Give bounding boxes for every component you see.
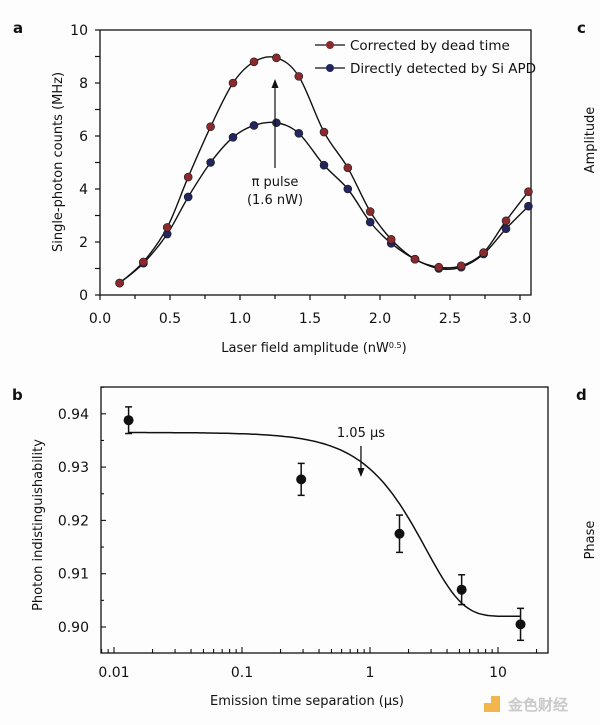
point-corrected — [410, 254, 420, 264]
panel-a-ylabel: Single-photon counts (MHz) — [51, 72, 66, 252]
point-direct — [343, 184, 353, 194]
panel-a-xlabel-end: ) — [402, 341, 407, 356]
point-direct — [272, 118, 281, 128]
panel-b-ylabel: Photon indistinguishability — [31, 439, 46, 611]
point-corrected — [524, 187, 533, 196]
panel-b-y-tick-label: 0.93 — [58, 460, 89, 476]
pi-pulse-label: π pulse — [252, 175, 299, 190]
series-line-corrected — [119, 56, 529, 284]
panel-a-y-tick-label: 2 — [79, 235, 88, 251]
watermark-text: 金色财经 — [507, 696, 568, 714]
panel-b-y-tick-label: 0.94 — [58, 407, 89, 423]
point-corrected — [365, 207, 375, 216]
panel-b-points — [123, 406, 526, 642]
point-corrected — [272, 53, 281, 63]
panel-a-y-axis: 0 2 4 6 8 10 — [70, 23, 100, 304]
panel-b-x-tick-label: 0.01 — [98, 665, 129, 681]
pi-pulse-arrowhead — [271, 79, 279, 88]
panel-a-x-tick-label: 1.5 — [299, 311, 321, 327]
data-point — [456, 584, 467, 595]
point-direct — [294, 129, 304, 138]
point-corrected — [206, 122, 215, 132]
panel-a-y-tick-label: 6 — [79, 129, 88, 145]
panel-a-xlabel-sup: 0.5 — [389, 341, 402, 350]
panel-a-chart: 0.0 0.5 1.0 1.5 2.0 2.5 3.0 0 2 4 6 8 10 π pulse (1… — [51, 23, 536, 356]
panel-d-ylabel: Phase — [583, 521, 598, 560]
point-direct — [501, 224, 511, 234]
point-corrected — [479, 248, 488, 257]
panel-a-y-tick-label: 8 — [79, 76, 88, 92]
point-direct — [206, 158, 215, 167]
watermark-logo-cutout — [484, 696, 491, 703]
panel-a-y-tick-label: 4 — [79, 182, 88, 198]
panel-a-xlabel: Laser field amplitude (nW0.5) — [221, 341, 406, 357]
panel-a-x-axis: 0.0 0.5 1.0 1.5 2.0 2.5 3.0 — [89, 295, 531, 327]
panel-letter-a: a — [13, 19, 23, 37]
panel-b-y-axis: 0.90 0.91 0.92 0.93 0.94 — [58, 386, 106, 636]
panel-letter-d: d — [576, 386, 587, 404]
point-corrected — [162, 223, 172, 232]
panel-a-points — [115, 53, 533, 288]
panel-letter-c: c — [577, 19, 586, 37]
panel-a-x-tick-label: 2.0 — [369, 311, 391, 327]
panel-b-y-tick-label: 0.91 — [58, 567, 89, 583]
legend-label-direct: Directly detected by Si APD — [350, 61, 536, 77]
tau-label: 1.05 µs — [337, 426, 385, 441]
panel-b-xlabel: Emission time separation (µs) — [210, 694, 404, 709]
panel-a-x-tick-label: 2.5 — [439, 311, 461, 327]
data-point — [394, 528, 405, 539]
point-corrected — [501, 216, 511, 226]
panel-a-y-tick-label: 0 — [79, 288, 88, 304]
panel-a-x-tick-label: 0.0 — [89, 311, 111, 327]
point-corrected — [456, 261, 466, 271]
panel-b-plot-frame — [100, 386, 549, 654]
point-direct — [183, 192, 193, 202]
tau-arrowhead — [357, 468, 365, 477]
panel-a-x-tick-label: 3.0 — [509, 311, 531, 327]
point-direct — [249, 121, 259, 130]
point-corrected — [139, 257, 148, 267]
point-corrected — [183, 172, 193, 182]
panel-b-x-tick-label: 1 — [366, 665, 375, 681]
data-point — [515, 619, 526, 630]
panel-a-y-tick-label: 10 — [70, 23, 88, 39]
point-corrected — [294, 72, 304, 81]
panel-c-ylabel: Amplitude — [583, 107, 598, 174]
point-corrected — [228, 78, 238, 88]
panel-b-y-tick-label: 0.92 — [58, 513, 89, 529]
point-corrected — [386, 235, 396, 244]
legend-marker-direct — [326, 64, 334, 72]
panel-b-fit-curve — [128, 431, 521, 618]
legend-label-corrected: Corrected by dead time — [350, 38, 510, 54]
panel-a-xlabel-main: Laser field amplitude (nW — [221, 341, 389, 356]
series-line-direct — [119, 121, 529, 284]
point-corrected — [249, 57, 259, 67]
point-direct — [365, 217, 375, 227]
panel-a-legend: Corrected by dead time Directly detected… — [315, 38, 536, 77]
panel-a-x-tick-label: 1.0 — [229, 311, 251, 327]
panel-a-x-tick-label: 0.5 — [159, 311, 181, 327]
point-corrected — [115, 278, 124, 288]
point-direct — [228, 133, 238, 142]
point-corrected — [434, 262, 444, 272]
panel-b-x-tick-label: 0.1 — [231, 665, 253, 681]
point-corrected — [319, 127, 329, 137]
legend-marker-corrected — [326, 41, 334, 49]
panel-b-chart: 0.01 0.1 1 10 0.900.910.920.930.94 1.05 µs … — [31, 386, 549, 709]
point-corrected — [343, 163, 353, 173]
panel-b-x-axis: 0.01 0.1 1 10 — [98, 647, 538, 681]
pi-pulse-power-label: (1.6 nW) — [247, 193, 303, 208]
watermark: 金色财经 — [484, 696, 568, 714]
panel-b-x-tick-label: 10 — [489, 665, 507, 681]
panel-b-y-tick-label: 0.90 — [58, 620, 89, 636]
data-point — [296, 474, 307, 485]
point-direct — [319, 160, 329, 170]
panel-letter-b: b — [12, 386, 23, 404]
point-direct — [524, 201, 533, 211]
data-point — [123, 415, 134, 426]
panel-a-series — [119, 56, 529, 284]
